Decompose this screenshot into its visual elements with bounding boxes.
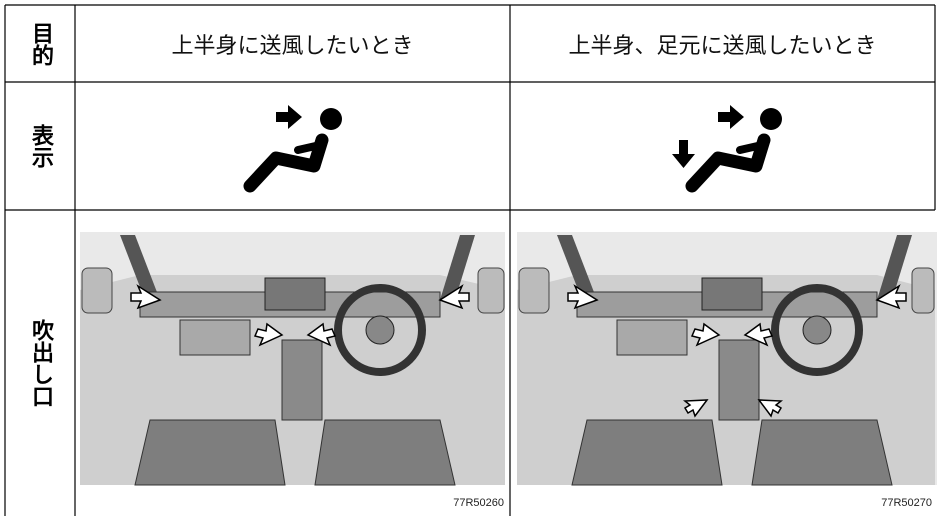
row-header-text: 吹出し口: [28, 319, 53, 407]
vent-icon-face: [243, 105, 342, 193]
table-grid: [4, 4, 936, 516]
interior-illustration: [80, 232, 505, 486]
row-header: 表示: [5, 82, 75, 210]
row-header-text: 表示: [28, 124, 53, 168]
interior-illustration: [517, 232, 937, 486]
purpose-cell: 上半身に送風したいとき: [171, 33, 414, 59]
vent-icon-bilevel: [672, 105, 782, 193]
row-header-text: 目的: [28, 21, 53, 66]
purpose-cell: 上半身、足元に送風したいとき: [568, 33, 877, 59]
row-header: 吹出し口: [5, 210, 75, 516]
image-code: 77R50260: [453, 497, 504, 509]
image-code: 77R50270: [881, 497, 932, 509]
row-header: 目的: [5, 5, 75, 82]
